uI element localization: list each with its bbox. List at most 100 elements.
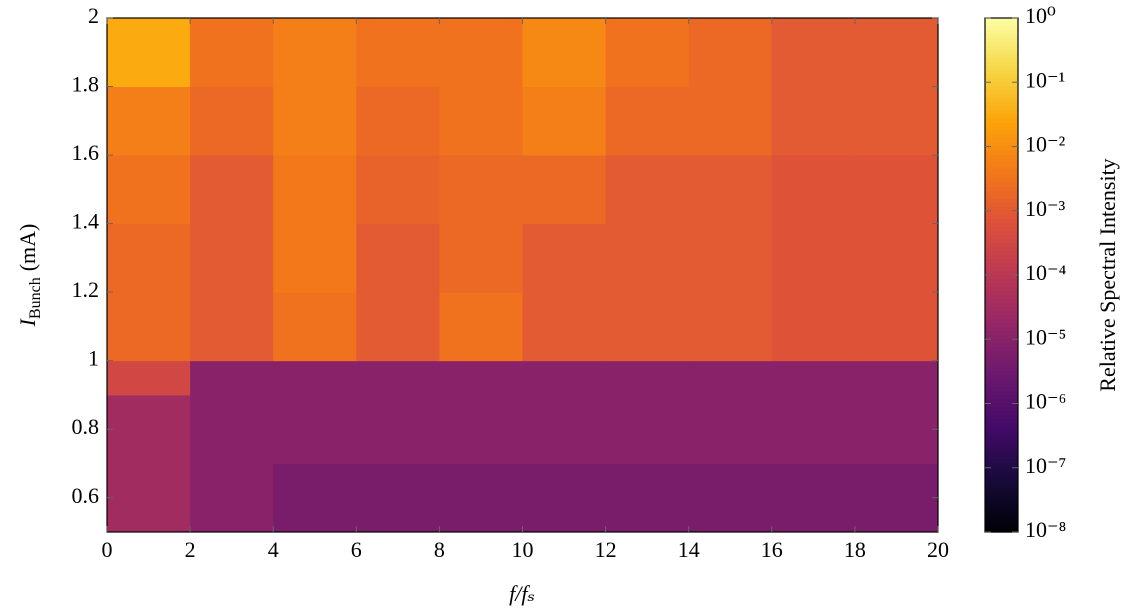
heatmap-cell bbox=[605, 463, 690, 533]
heatmap-cell bbox=[854, 155, 939, 225]
colorbar-swatch bbox=[985, 499, 1018, 505]
heatmap-cell bbox=[771, 155, 856, 225]
heatmap-cell bbox=[771, 394, 856, 464]
colorbar-swatch bbox=[985, 451, 1018, 457]
colorbar-swatch bbox=[985, 222, 1018, 228]
colorbar-swatch bbox=[985, 98, 1018, 103]
heatmap-cell bbox=[273, 292, 357, 362]
colorbar-tick-label: 10⁻¹ bbox=[1025, 67, 1065, 92]
colorbar-swatch bbox=[985, 134, 1018, 140]
colorbar-swatch bbox=[985, 34, 1018, 39]
heatmap-cell bbox=[688, 360, 773, 396]
heatmap-cell bbox=[439, 463, 523, 533]
colorbar-swatch bbox=[985, 214, 1018, 220]
y-axis-label: IBunch (mA) bbox=[15, 224, 44, 328]
colorbar-swatch bbox=[985, 162, 1018, 168]
heatmap-cell bbox=[273, 463, 357, 533]
colorbar-swatch bbox=[985, 443, 1018, 449]
colorbar-swatch bbox=[985, 94, 1018, 99]
colorbar-swatch bbox=[985, 387, 1018, 393]
heatmap-cell bbox=[356, 18, 440, 88]
colorbar-swatch bbox=[985, 503, 1018, 509]
colorbar-swatch bbox=[985, 230, 1018, 236]
colorbar-swatch bbox=[985, 250, 1018, 256]
colorbar-swatch bbox=[985, 299, 1018, 304]
heatmap-cell bbox=[771, 292, 856, 362]
heatmap-cell bbox=[439, 394, 523, 464]
heatmap-cell bbox=[190, 155, 274, 225]
heatmap-cell bbox=[605, 223, 690, 293]
colorbar-swatch bbox=[985, 266, 1018, 272]
x-tick-label: 20 bbox=[927, 537, 949, 562]
colorbar-swatch bbox=[985, 258, 1018, 264]
colorbar-swatch bbox=[985, 62, 1018, 67]
colorbar-swatch bbox=[985, 331, 1018, 336]
colorbar-swatch bbox=[985, 202, 1018, 208]
colorbar-label: Relative Spectral Intensity bbox=[1095, 158, 1120, 391]
colorbar-swatch bbox=[985, 439, 1018, 445]
heatmap-cell bbox=[190, 18, 274, 88]
colorbar-swatch bbox=[985, 419, 1018, 425]
y-tick-label: 0.6 bbox=[72, 483, 100, 508]
colorbar-swatch bbox=[985, 315, 1018, 320]
y-label-unit: (mA) bbox=[15, 224, 40, 272]
colorbar-swatch bbox=[985, 479, 1018, 485]
heatmap-cell bbox=[107, 86, 191, 156]
colorbar-swatch bbox=[985, 475, 1018, 481]
y-label-symbol: I bbox=[15, 317, 40, 327]
colorbar-swatch bbox=[985, 158, 1018, 164]
colorbar-swatch bbox=[985, 447, 1018, 453]
colorbar-swatch bbox=[985, 262, 1018, 268]
y-tick-label: 1.4 bbox=[72, 209, 100, 234]
y-tick-label: 2 bbox=[88, 3, 99, 28]
colorbar-swatch bbox=[985, 295, 1018, 300]
heatmap-cell bbox=[190, 223, 274, 293]
heatmap-cell bbox=[273, 155, 357, 225]
heatmap-cell bbox=[771, 360, 856, 396]
heatmap-cell bbox=[854, 394, 939, 464]
heatmap-cell bbox=[605, 18, 690, 88]
colorbar-swatch bbox=[985, 66, 1018, 71]
heatmap-cell bbox=[522, 86, 607, 156]
heatmap-cell bbox=[854, 463, 939, 533]
colorbar-swatch bbox=[985, 234, 1018, 240]
colorbar-swatch bbox=[985, 483, 1018, 489]
y-tick-label: 1.8 bbox=[72, 72, 100, 97]
colorbar-swatch bbox=[985, 459, 1018, 465]
colorbar-swatch bbox=[985, 182, 1018, 188]
heatmap-cell bbox=[771, 463, 856, 533]
colorbar-swatch bbox=[985, 471, 1018, 477]
colorbar-swatch bbox=[985, 343, 1018, 348]
colorbar-tick-label: 10⁻⁴ bbox=[1025, 260, 1067, 285]
colorbar-swatch bbox=[985, 527, 1018, 533]
colorbar-swatch bbox=[985, 467, 1018, 473]
colorbar-swatch bbox=[985, 218, 1018, 224]
colorbar-swatch bbox=[985, 270, 1018, 276]
colorbar-swatch bbox=[985, 194, 1018, 200]
colorbar-swatch bbox=[985, 58, 1018, 63]
heatmap-cell bbox=[107, 155, 191, 225]
colorbar-swatch bbox=[985, 154, 1018, 160]
heatmap-cell bbox=[605, 394, 690, 464]
colorbar-swatch bbox=[985, 190, 1018, 196]
colorbar-swatch bbox=[985, 90, 1018, 95]
colorbar-swatch bbox=[985, 287, 1018, 292]
heatmap-cell bbox=[854, 360, 939, 396]
colorbar-swatch bbox=[985, 291, 1018, 296]
colorbar-swatch bbox=[985, 487, 1018, 493]
colorbar-swatch bbox=[985, 114, 1018, 119]
heatmap-cell bbox=[854, 86, 939, 156]
heatmap-cell bbox=[356, 360, 440, 396]
x-tick-label: 14 bbox=[678, 537, 700, 562]
heatmap-cell bbox=[439, 360, 523, 396]
colorbar-swatch bbox=[985, 122, 1018, 128]
heatmap-cell bbox=[356, 86, 440, 156]
colorbar-swatch bbox=[985, 431, 1018, 437]
heatmap-cell bbox=[771, 18, 856, 88]
x-tick-label: 8 bbox=[434, 537, 445, 562]
colorbar-swatch bbox=[985, 70, 1018, 75]
heatmap-cell bbox=[522, 394, 607, 464]
colorbar-swatch bbox=[985, 126, 1018, 132]
colorbar-swatch bbox=[985, 210, 1018, 216]
colorbar-swatch bbox=[985, 226, 1018, 232]
